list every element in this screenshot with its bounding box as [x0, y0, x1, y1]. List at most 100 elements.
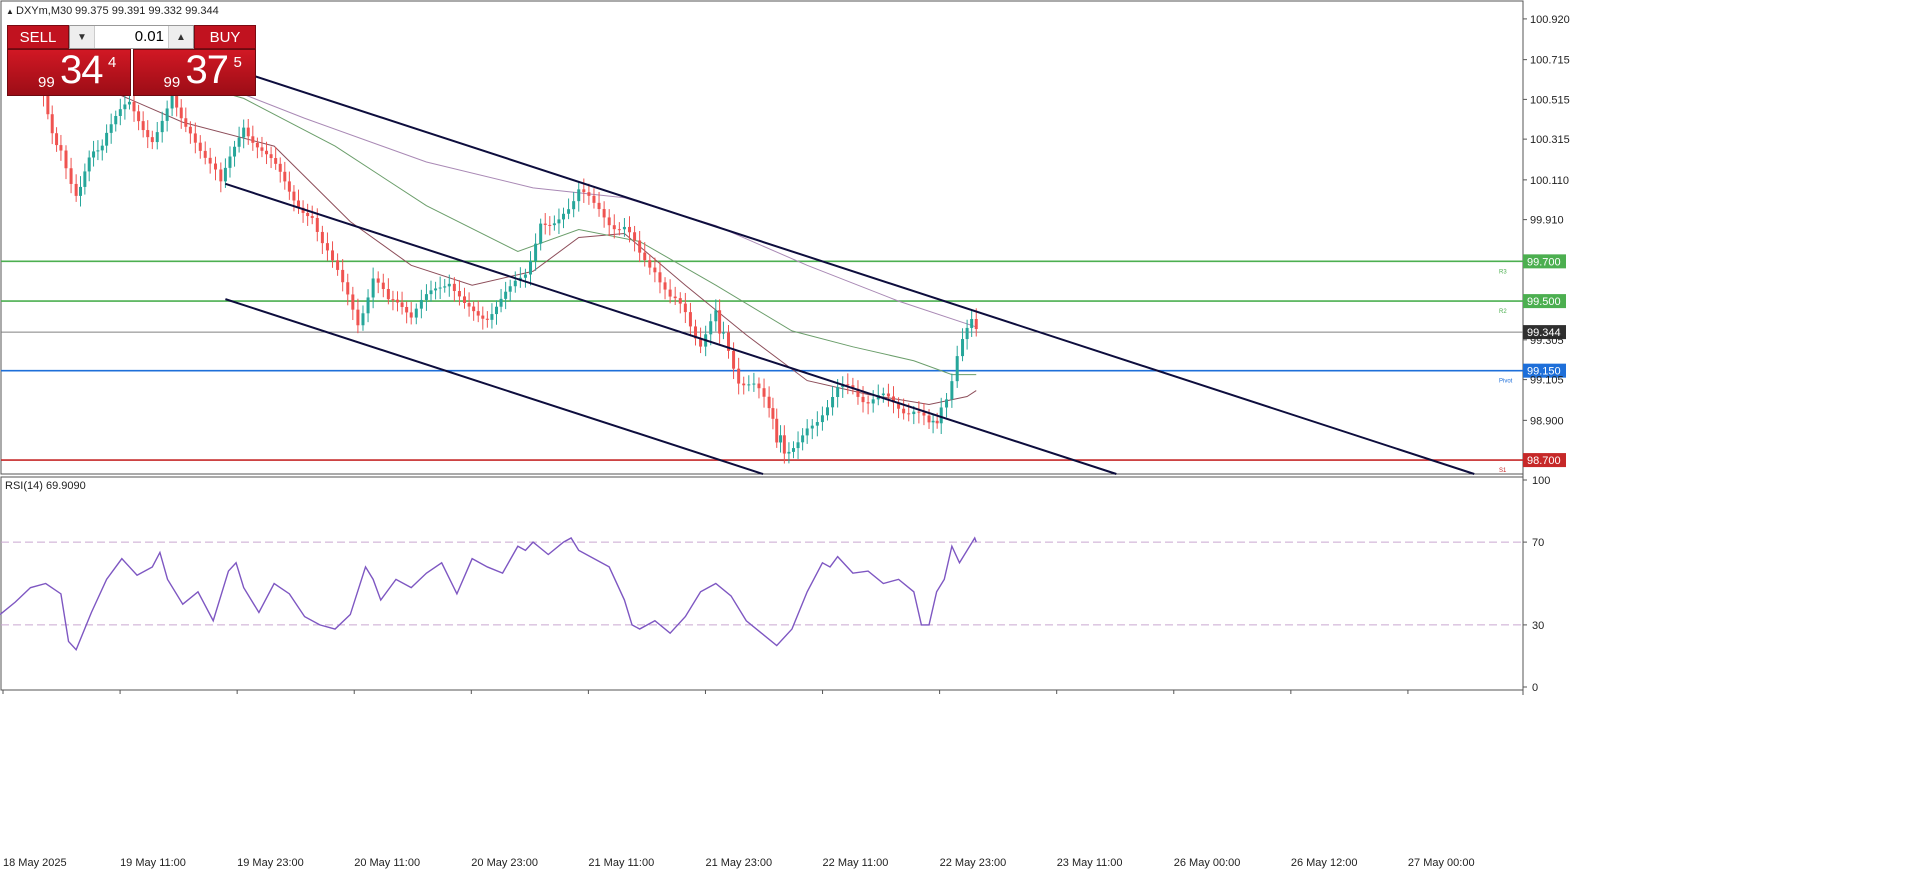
level-price-label: 99.500: [1527, 296, 1561, 308]
candle-body: [260, 147, 264, 151]
level-price-label: 99.150: [1527, 366, 1561, 378]
candle-body: [74, 183, 78, 196]
candle-body: [737, 368, 741, 384]
candle-body: [467, 302, 471, 307]
candle-body: [165, 108, 169, 121]
candle-body: [796, 442, 800, 449]
level-price-tag: [1523, 254, 1566, 269]
candle-body: [278, 163, 282, 172]
candle-body: [955, 356, 959, 382]
candle-body: [193, 133, 197, 143]
candle-body: [386, 289, 390, 300]
candle-body: [752, 383, 756, 385]
candle-body: [945, 399, 949, 408]
candle-body: [775, 418, 779, 443]
candle-body: [208, 157, 212, 164]
candle-body: [297, 200, 301, 208]
buy-button[interactable]: BUY: [194, 25, 256, 49]
lot-size-stepper[interactable]: ▼ 0.01 ▲: [69, 25, 194, 49]
candle-body: [198, 142, 202, 151]
candle-body: [179, 107, 183, 119]
candle-body: [917, 411, 921, 413]
candle-body: [648, 260, 652, 268]
price-tick-label: 99.910: [1530, 215, 1564, 227]
candle-body: [443, 286, 447, 288]
candle-body: [523, 274, 527, 278]
candle-body: [188, 126, 192, 134]
sell-button[interactable]: SELL: [7, 25, 69, 49]
candle-body: [424, 294, 428, 300]
candle-body: [123, 104, 127, 110]
price-tick-label: 100.715: [1530, 55, 1570, 67]
candle-body: [513, 280, 517, 287]
candle-body: [55, 133, 59, 146]
candle-body: [881, 393, 885, 396]
level-price-tag: [1523, 294, 1566, 309]
one-click-trade-panel: SELL ▼ 0.01 ▲ BUY 99 34 4 99 37 5: [7, 25, 256, 96]
candle-body: [292, 191, 296, 201]
buy-price-sup: 5: [233, 54, 242, 71]
candle-body: [612, 225, 616, 230]
lot-size-input[interactable]: 0.01: [134, 28, 164, 45]
level-price-tag: [1523, 363, 1566, 378]
candle-body: [805, 428, 809, 436]
candle-body: [137, 111, 141, 122]
candle-body: [633, 232, 637, 241]
candle-body: [567, 209, 571, 214]
price-tick-label: 100.110: [1530, 175, 1569, 187]
candle-body: [866, 402, 870, 404]
moving-average-line: [152, 72, 977, 376]
price-tick-label: 100.515: [1530, 94, 1570, 106]
buy-price-button[interactable]: 99 37 5: [132, 48, 256, 96]
candle-body: [663, 282, 667, 290]
candle-body: [141, 121, 145, 131]
sell-price-prefix: 99: [38, 74, 55, 91]
candle-body: [150, 137, 154, 143]
candle-body: [617, 229, 621, 231]
level-price-tag: [1523, 453, 1566, 468]
candle-body: [341, 269, 345, 283]
candle-body: [114, 115, 118, 125]
candle-body: [825, 407, 829, 416]
candle-body: [96, 150, 100, 152]
candle-body: [582, 189, 586, 193]
channel-line[interactable]: [225, 65, 1475, 475]
candle-body: [791, 448, 795, 452]
candle-body: [237, 137, 241, 147]
candle-body: [92, 151, 96, 158]
lot-increase-icon[interactable]: ▲: [168, 26, 193, 48]
sell-price-sup: 4: [108, 54, 117, 71]
price-tick-label: 99.105: [1530, 375, 1564, 387]
price-tick-label: 100.315: [1530, 134, 1570, 146]
candle-body: [688, 312, 692, 327]
candle-body: [935, 420, 939, 424]
candle-body: [732, 350, 736, 369]
candle-body: [409, 312, 413, 318]
candle-body: [223, 167, 227, 182]
channel-line[interactable]: [225, 298, 764, 475]
candle-body: [356, 309, 360, 326]
candle-body: [922, 412, 926, 416]
candle-body: [376, 278, 380, 283]
candle-body: [529, 261, 533, 275]
candle-body: [219, 169, 223, 182]
candle-body: [83, 171, 87, 187]
candle-body: [683, 303, 687, 313]
candle-body: [251, 136, 255, 143]
candle-body: [927, 415, 931, 423]
candle-body: [742, 383, 746, 386]
candle-body: [494, 306, 498, 315]
time-tick-label: 19 May 11:00: [120, 857, 186, 869]
candle-body: [246, 127, 250, 137]
candle-body: [472, 306, 476, 312]
sell-price-button[interactable]: 99 34 4: [7, 48, 131, 96]
channel-line[interactable]: [225, 182, 1117, 475]
candle-body: [539, 223, 543, 244]
candle-body: [434, 288, 438, 291]
candle-body: [815, 422, 819, 426]
lot-decrease-icon[interactable]: ▼: [70, 26, 95, 48]
candle-body: [391, 299, 395, 301]
candle-body: [767, 396, 771, 409]
candle-body: [155, 132, 159, 143]
